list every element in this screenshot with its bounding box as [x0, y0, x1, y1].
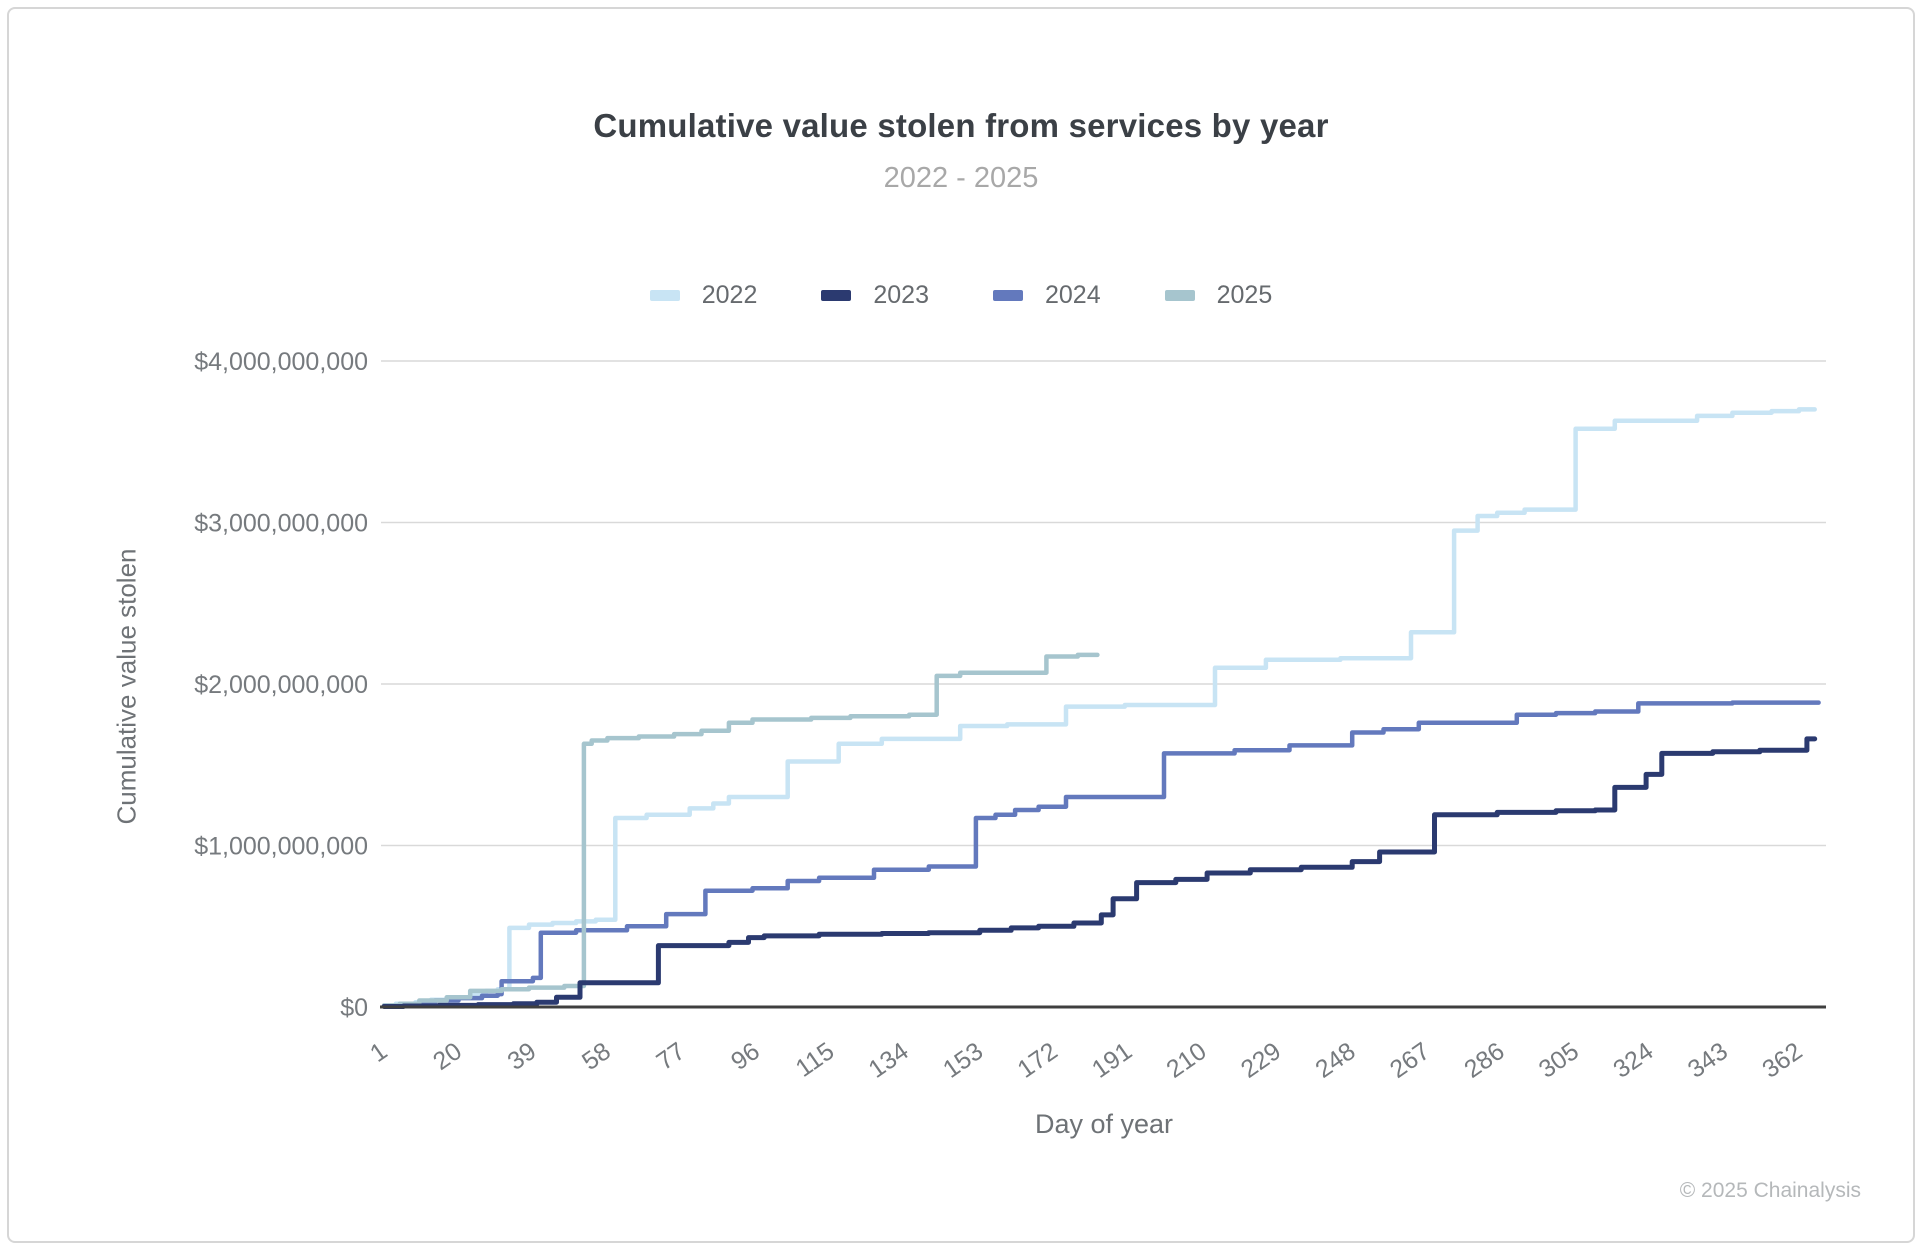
x-tick-label-10: 191 — [1087, 1037, 1137, 1084]
legend-item-2024: 2024 — [993, 281, 1101, 310]
x-tick-label-14: 267 — [1385, 1037, 1435, 1084]
x-tick-label-17: 324 — [1608, 1037, 1658, 1084]
x-tick-label-1: 20 — [428, 1037, 467, 1076]
series-2025-line — [381, 652, 1100, 1008]
legend-label-2023: 2023 — [873, 281, 929, 309]
legend-swatch-2024 — [993, 290, 1023, 301]
x-tick-label-2: 39 — [503, 1037, 542, 1076]
legend-label-2024: 2024 — [1045, 281, 1101, 309]
legend-swatch-2025 — [1164, 290, 1195, 301]
chart-title: Cumulative value stolen from services by… — [593, 107, 1329, 144]
x-axis-title: Day of year — [1034, 1109, 1174, 1139]
x-tick-label-18: 343 — [1683, 1037, 1733, 1084]
x-tick-label-16: 305 — [1534, 1037, 1584, 1084]
x-tick-label-7: 134 — [864, 1037, 914, 1084]
y-tick-label-0: $0 — [340, 994, 368, 1022]
y-tick-label-2: $2,000,000,000 — [194, 671, 368, 699]
x-tick-label-3: 58 — [577, 1037, 616, 1076]
x-tick-label-4: 77 — [651, 1037, 690, 1076]
legend-item-2025: 2025 — [1164, 281, 1273, 310]
copyright-text: © 2025 Chainalysis — [1679, 1179, 1861, 1202]
y-tick-label-1: $1,000,000,000 — [194, 833, 368, 861]
legend-item-2023: 2023 — [821, 281, 929, 310]
x-tick-label-12: 229 — [1236, 1037, 1286, 1084]
x-tick-label-9: 172 — [1012, 1037, 1062, 1084]
x-tick-label-15: 286 — [1459, 1037, 1509, 1084]
chart-plot-area: $0 $1,000,000,000 $2,000,000,000 $3,000,000… — [194, 348, 1826, 1084]
chart-card: Cumulative value stolen from services by… — [7, 7, 1915, 1243]
x-tick-label-6: 115 — [791, 1037, 840, 1083]
legend-label-2022: 2022 — [701, 281, 758, 309]
legend-item-2022: 2022 — [649, 281, 758, 310]
x-tick-label-8: 153 — [938, 1037, 988, 1084]
x-tick-label-13: 248 — [1310, 1037, 1360, 1084]
x-tick-label-19: 362 — [1757, 1037, 1807, 1084]
y-tick-label-3: $3,000,000,000 — [194, 510, 368, 538]
x-tick-label-5: 96 — [726, 1037, 765, 1076]
legend-label-2025: 2025 — [1216, 281, 1273, 309]
chart-legend: 2022 2023 2024 2025 — [9, 281, 1913, 310]
x-tick-label-11: 210 — [1161, 1037, 1211, 1084]
legend-swatch-2023 — [821, 290, 852, 301]
series-2024-line — [381, 700, 1821, 1009]
x-tick-label-0: 1 — [365, 1037, 392, 1068]
y-tick-label-4: $4,000,000,000 — [194, 348, 368, 376]
chart-subtitle: 2022 - 2025 — [883, 162, 1039, 194]
series-2023-line — [381, 736, 1818, 1009]
legend-swatch-2022 — [649, 290, 680, 301]
